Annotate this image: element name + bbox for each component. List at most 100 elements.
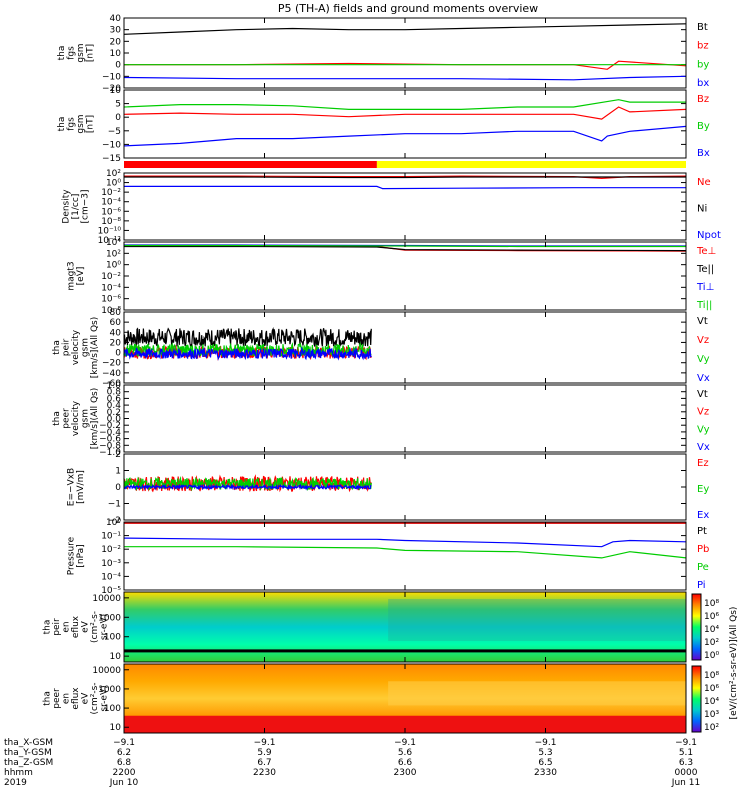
legend-entry: Pb bbox=[697, 544, 709, 555]
colorbar-tick: 10⁶ bbox=[704, 612, 719, 622]
ytick-label: −20 bbox=[102, 359, 121, 369]
ytick-label: 0.0 bbox=[107, 415, 122, 425]
ytick-label: 10⁻⁴ bbox=[101, 572, 121, 582]
ytick-label: 0.8 bbox=[107, 388, 122, 398]
ytick-label: 10⁻² bbox=[101, 188, 121, 198]
ephemeris-label: hhmm bbox=[4, 768, 33, 778]
legend-entry: Pi bbox=[697, 580, 706, 591]
series-bx-line bbox=[123, 75, 687, 81]
ephemeris-value: 6.2 bbox=[117, 748, 131, 758]
ytick-label: 10 bbox=[110, 652, 122, 662]
ytick-label: 100 bbox=[104, 704, 121, 714]
panel-frame bbox=[123, 521, 687, 591]
ylabel-line: tha bbox=[57, 46, 67, 61]
ylabel-line: eV bbox=[81, 692, 91, 705]
ytick-label: 10⁰ bbox=[106, 179, 121, 189]
ytick-label: 10⁰ bbox=[106, 261, 121, 271]
ytick-label: 20 bbox=[110, 37, 122, 47]
panel-efield: E=−VxB [mV/m] 2 1 0 −1 −2 Ez Ey Ex bbox=[66, 450, 709, 526]
ephemeris-value: 2330 bbox=[534, 768, 557, 778]
colorbar-tick: 10³ bbox=[704, 710, 719, 720]
ylabel-line: tha bbox=[52, 340, 62, 355]
ytick-label: 60 bbox=[110, 318, 122, 328]
colorbar-tick: 10⁶ bbox=[704, 684, 719, 694]
ylabel-line: tha bbox=[52, 411, 62, 426]
ytick-label: −20 bbox=[102, 84, 121, 94]
ytick-label: 10⁻⁸ bbox=[101, 306, 121, 316]
legend-entry: Bz bbox=[697, 94, 709, 105]
ephemeris-value: 2200 bbox=[113, 768, 136, 778]
ytick-label: 10² bbox=[106, 169, 121, 179]
ytick-label: 10⁻⁸ bbox=[101, 217, 121, 227]
legend-entry: Te⊥ bbox=[696, 246, 716, 257]
ylabel-line: (cm²-s- bbox=[90, 682, 100, 714]
series-Pi-line bbox=[123, 537, 687, 548]
legend-entry: bz bbox=[697, 41, 709, 52]
ylabel-line: gsm bbox=[81, 409, 91, 428]
figure-title: P5 (TH-A) fields and ground moments over… bbox=[278, 2, 538, 15]
ylabel-line: peir bbox=[62, 338, 72, 356]
mode-bar bbox=[124, 161, 686, 168]
ytick-label: 40 bbox=[110, 328, 122, 338]
ytick-label: −60 bbox=[102, 379, 121, 389]
ytick-label: −1.0 bbox=[99, 448, 121, 458]
series-Npot-line bbox=[124, 185, 686, 190]
ytick-label: 10⁻³ bbox=[101, 559, 121, 569]
legend-entry: Vz bbox=[697, 407, 709, 418]
ytick-label: 0.4 bbox=[107, 401, 122, 411]
legend-entry: Vx bbox=[697, 373, 710, 384]
ytick-label: 10⁰ bbox=[106, 518, 121, 528]
legend-entry: Vt bbox=[697, 389, 708, 400]
panel-pressure: Pressure [nPa] 10⁰ 10⁻¹ 10⁻² 10⁻³ 10⁻⁴ 10⁻⁵ Pt Pb… bbox=[66, 518, 709, 596]
ylabel-line: [km/s](All Qs) bbox=[90, 388, 100, 450]
legend-entry: Te|| bbox=[696, 264, 714, 275]
ytick-label: 0.6 bbox=[107, 394, 122, 404]
spectrogram-band bbox=[124, 649, 686, 653]
series-Bz-line bbox=[123, 106, 687, 120]
ytick-label: 0.2 bbox=[107, 408, 121, 418]
ytick-label: 1000 bbox=[98, 685, 121, 695]
ephemeris-value: 6.3 bbox=[679, 758, 693, 768]
legend-entry: Vy bbox=[697, 354, 710, 365]
legend-entry: Ne bbox=[697, 177, 711, 188]
ephemeris-value: 2300 bbox=[394, 768, 417, 778]
ytick-label: 1000 bbox=[98, 613, 121, 623]
panel-frame bbox=[123, 17, 687, 89]
ytick-label: −0.4 bbox=[99, 428, 121, 438]
ephemeris-label: tha_X-GSM bbox=[4, 738, 53, 748]
ytick-label: 10² bbox=[106, 249, 121, 259]
ytick-label: 30 bbox=[110, 26, 122, 36]
ytick-label: 80 bbox=[110, 308, 122, 318]
legend-entry: Ti⊥ bbox=[696, 282, 714, 293]
panel-frame bbox=[123, 384, 687, 453]
ylabel-line: tha bbox=[57, 117, 67, 132]
panel-peir_spectrogram: tha peir en eflux eV (cm²-s-sr-eV) 10000 1000 10… bbox=[43, 591, 687, 663]
colorbar-tick: 10² bbox=[704, 638, 719, 648]
ylabel-line: sr-eV) bbox=[100, 614, 110, 640]
colorbar-label: [eV/(cm²-s-sr-eV)](All Qs) bbox=[729, 607, 739, 720]
ephemeris-label: tha_Z-GSM bbox=[4, 758, 53, 768]
ylabel-line: [cm−3] bbox=[81, 189, 91, 223]
legend-entry: Ex bbox=[697, 510, 709, 521]
ylabel-line: [nPa] bbox=[76, 544, 86, 567]
ylabel-line: en bbox=[62, 621, 72, 632]
ytick-label: −40 bbox=[102, 369, 121, 379]
ephemeris-value: −9.1 bbox=[675, 738, 697, 748]
ytick-label: 10⁻⁴ bbox=[101, 283, 121, 293]
legend-entry: Vy bbox=[697, 424, 710, 435]
panel-peer_spectrogram: tha peer en eflux eV (cm²-s-sr-eV) 10000 1000 10… bbox=[43, 663, 687, 734]
legend-entry: By bbox=[697, 121, 710, 132]
ytick-label: 10⁻⁶ bbox=[101, 207, 121, 217]
ytick-label: −10 bbox=[102, 72, 121, 82]
series-Te-line bbox=[124, 245, 687, 252]
ephemeris-value: 6.8 bbox=[117, 758, 132, 768]
ephemeris-value: 6.6 bbox=[398, 758, 413, 768]
ylabel-line: gsm bbox=[76, 114, 86, 133]
ytick-label: 10⁻¹² bbox=[98, 236, 122, 246]
ytick-label: 1.0 bbox=[107, 381, 122, 391]
ylabel-line: Density bbox=[62, 189, 72, 224]
series-Ex-line bbox=[123, 483, 372, 491]
colorbar: 10⁸ 10⁶ 10⁴ 10² 10⁰ 10⁸ 10⁶ 10⁴ 10³ 10² [eV/(cm²-s… bbox=[691, 593, 739, 733]
